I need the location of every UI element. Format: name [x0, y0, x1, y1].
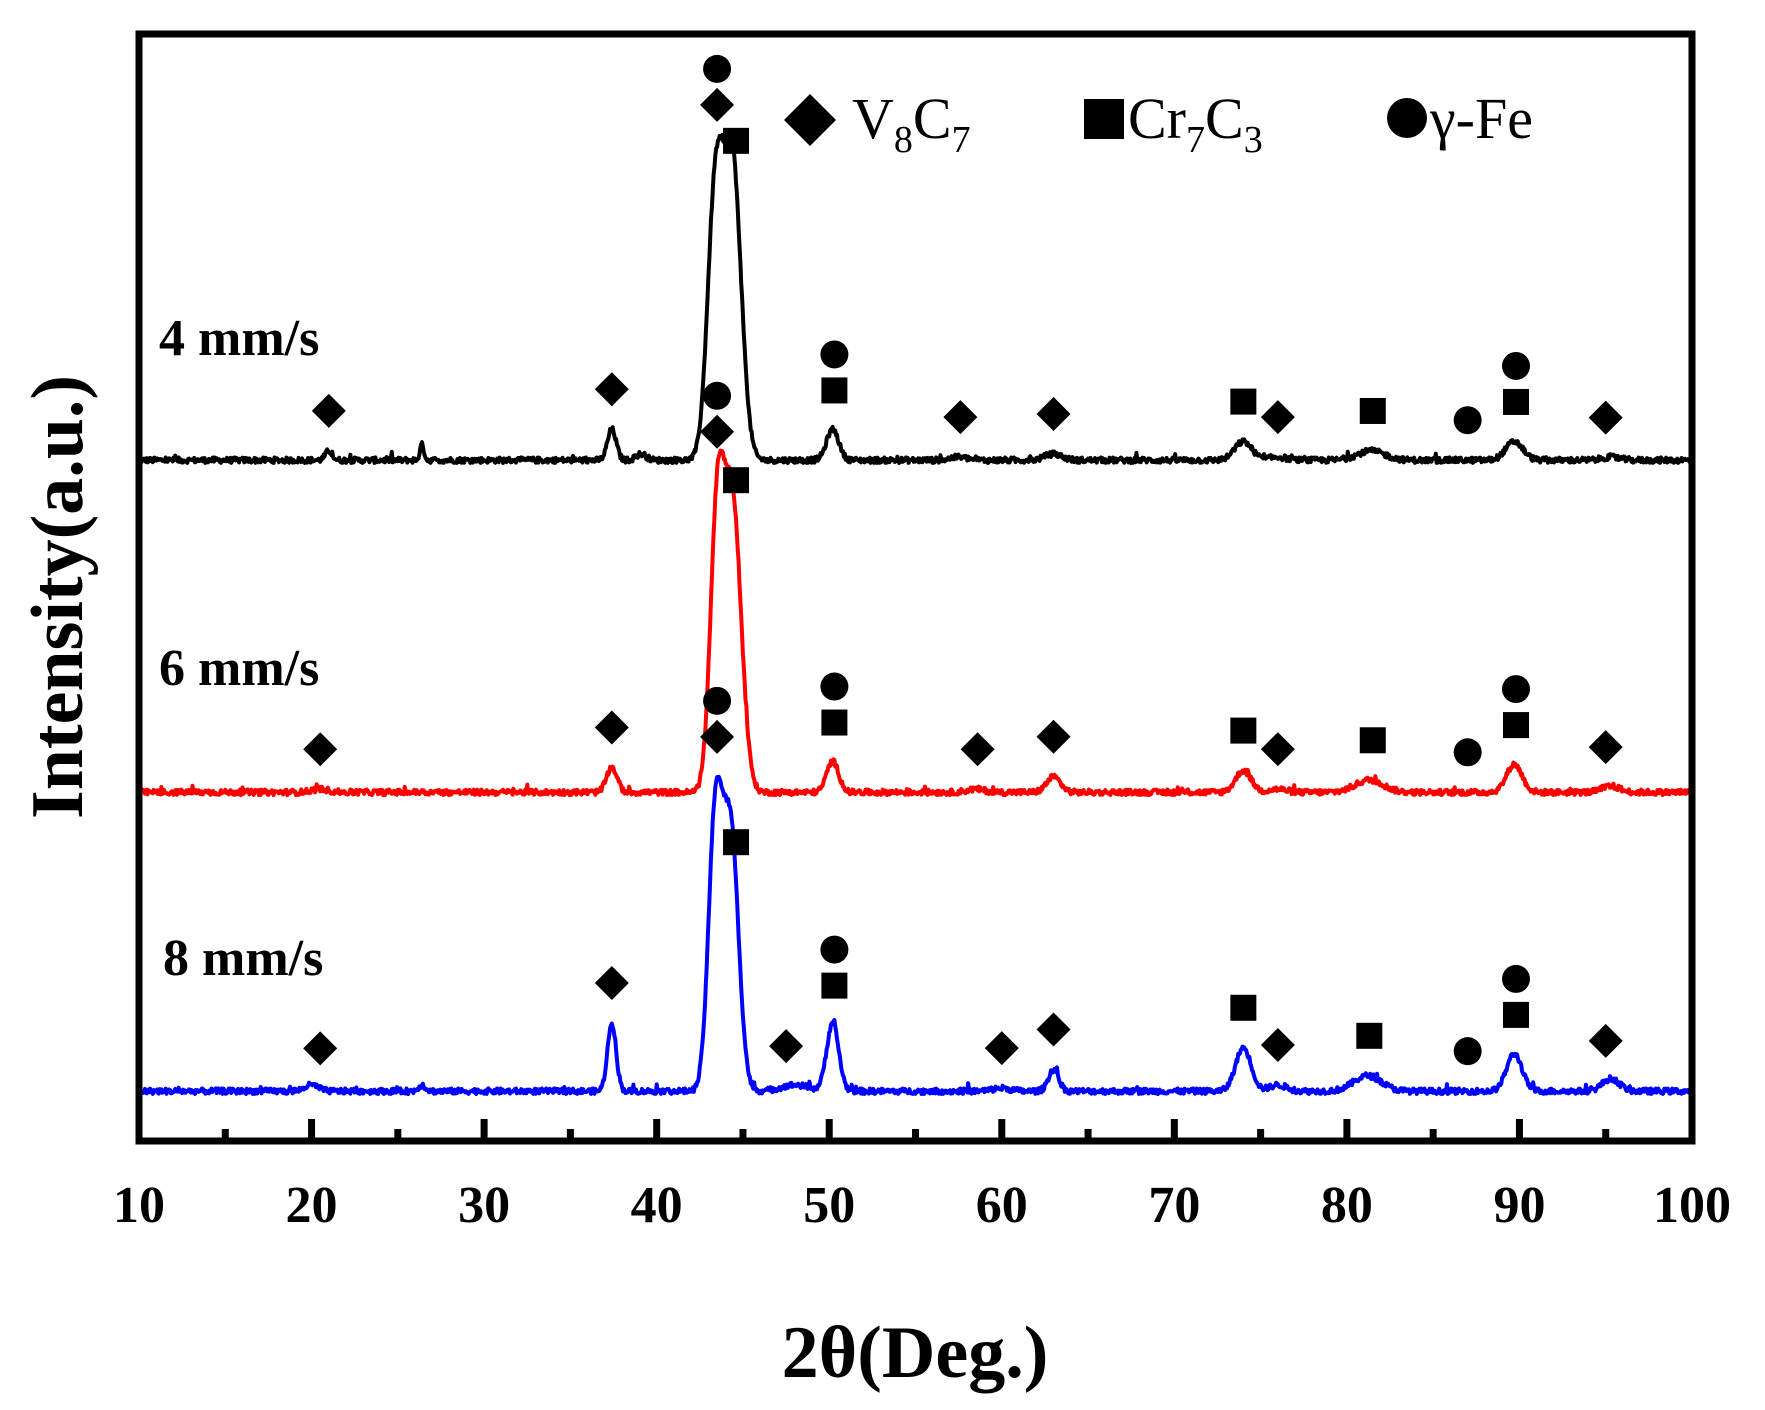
peak-marker-s3-7-diamond: [1036, 1012, 1071, 1047]
peak-marker-s3-12-square: [1502, 1001, 1529, 1028]
peak-marker-s1-0-diamond: [311, 393, 346, 428]
peak-marker-s3-13-diamond: [1588, 1023, 1623, 1058]
peak-marker-s2-3-square: [723, 467, 750, 494]
legend-square-icon: [1084, 99, 1124, 139]
peak-marker-s2-2-circle: [703, 381, 732, 410]
y-axis-title: Intensity(a.u.): [17, 375, 99, 819]
series-label-4mm: 4 mm/s: [159, 310, 319, 367]
plot-frame: [135, 30, 1696, 1145]
peak-marker-s1-9-square: [1359, 397, 1386, 424]
peak-marker-s3-5-diamond: [769, 1029, 804, 1064]
peak-marker-s1-4-circle: [820, 340, 849, 369]
peak-marker-s2-4-square: [821, 709, 848, 736]
legend: V8C7 Cr7C3 γ-Fe: [784, 86, 1533, 161]
peak-marker-s1-12-diamond: [1588, 400, 1623, 435]
peak-marker-s2-0-diamond: [303, 732, 338, 767]
peak-marker-s1-8-diamond: [1260, 400, 1295, 435]
peak-marker-s2-7-square: [1230, 717, 1257, 744]
peak-marker-s1-5-diamond: [943, 400, 978, 435]
peak-marker-s1-2-circle: [703, 54, 732, 83]
x-tick-label-80: 80: [1321, 1177, 1373, 1234]
peak-marker-s2-2-diamond: [700, 414, 735, 449]
peak-marker-s1-10-circle: [1453, 406, 1482, 435]
x-tick-label-100: 100: [1653, 1177, 1731, 1234]
legend-diamond-icon: [784, 94, 836, 146]
x-tick-label-70: 70: [1148, 1177, 1200, 1234]
peak-marker-s1-11-square: [1502, 388, 1529, 415]
peak-marker-s3-4-circle: [820, 935, 849, 964]
marker-layer: [303, 54, 1623, 1066]
legend-circle-icon: [1387, 98, 1427, 138]
peak-marker-s1-2-diamond: [700, 87, 735, 122]
peak-marker-s2-11-circle: [1501, 675, 1530, 704]
x-axis-title: 2θ(Deg.): [782, 1312, 1049, 1394]
legend-cr7c3-label: Cr7C3: [1128, 86, 1263, 161]
legend-v8c7-label: V8C7: [852, 86, 971, 161]
peak-marker-s2-4-circle: [820, 672, 849, 701]
series-label-8mm: 8 mm/s: [163, 930, 323, 987]
peak-marker-s3-8-square: [1230, 994, 1257, 1021]
series-layer: [137, 131, 1694, 1096]
peak-marker-s3-0-diamond: [303, 1031, 338, 1066]
series-line-1: [137, 131, 1694, 465]
x-tick-label-40: 40: [631, 1177, 683, 1234]
x-tick-label-50: 50: [803, 1177, 855, 1234]
peak-marker-s2-11-square: [1502, 712, 1529, 739]
peak-marker-s1-3-square: [723, 127, 750, 154]
peak-marker-s3-9-diamond: [1260, 1027, 1295, 1062]
peak-marker-s1-4-square: [821, 377, 848, 404]
peak-marker-s2-8-diamond: [1260, 732, 1295, 767]
peak-marker-s2-1-diamond: [594, 710, 629, 745]
legend-gamma-fe-label: γ-Fe: [1429, 86, 1533, 151]
x-tick-label-20: 20: [286, 1177, 338, 1234]
peak-marker-s3-12-circle: [1501, 964, 1530, 993]
x-tick-label-30: 30: [458, 1177, 510, 1234]
peak-marker-s3-4-square: [821, 972, 848, 999]
peak-marker-s3-10-square: [1356, 1022, 1383, 1049]
peak-marker-s3-2-circle: [703, 686, 732, 715]
peak-marker-s2-9-square: [1359, 727, 1386, 754]
peak-marker-s2-6-diamond: [1036, 719, 1071, 754]
peak-marker-s1-6-diamond: [1036, 396, 1071, 431]
x-tick-label-60: 60: [976, 1177, 1028, 1234]
series-line-2: [137, 448, 1694, 798]
peak-marker-s1-11-circle: [1501, 351, 1530, 380]
x-tick-label-90: 90: [1493, 1177, 1545, 1234]
tick-layer: 10 20 30 40 50 60 70 80 90 100: [113, 1119, 1731, 1234]
peak-marker-s3-3-square: [723, 829, 750, 856]
peak-marker-s1-7-square: [1230, 388, 1257, 415]
peak-marker-s3-1-diamond: [594, 965, 629, 1000]
peak-marker-s1-1-diamond: [594, 372, 629, 407]
series-line-3: [137, 774, 1694, 1096]
series-label-6mm: 6 mm/s: [159, 640, 319, 697]
peak-marker-s2-10-circle: [1453, 738, 1482, 767]
peak-marker-s3-2-diamond: [700, 719, 735, 754]
peak-marker-s2-12-diamond: [1588, 730, 1623, 765]
peak-marker-s2-5-diamond: [960, 732, 995, 767]
x-tick-label-10: 10: [113, 1177, 165, 1234]
peak-marker-s3-6-diamond: [984, 1031, 1019, 1066]
peak-marker-s3-11-circle: [1453, 1037, 1482, 1066]
